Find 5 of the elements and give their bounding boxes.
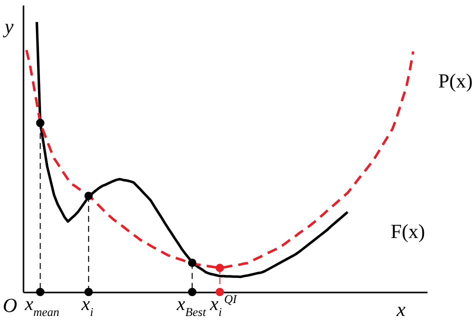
text: F(x) bbox=[390, 221, 426, 244]
series-label: P(x) bbox=[438, 70, 473, 92]
y-axis-title: y bbox=[2, 16, 14, 38]
text: O bbox=[2, 295, 18, 317]
x-axis-title: x bbox=[396, 299, 406, 321]
